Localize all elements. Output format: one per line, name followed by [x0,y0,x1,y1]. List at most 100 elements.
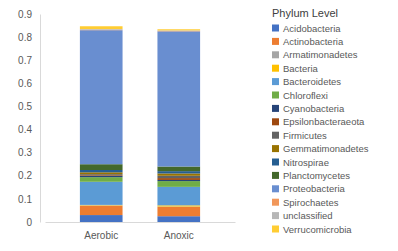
y-axis: 00.10.20.30.40.50.60.70.80.9 [18,9,40,228]
legend-label: Spirochaetes [283,197,339,208]
legend-label: Proteobacteria [283,183,346,194]
tick-label: Anoxic [164,230,194,241]
bar-segment [80,182,123,205]
series [80,205,200,207]
tick-label: 0.1 [18,194,32,205]
legend-swatch [272,159,279,166]
tick: 0.4 [18,124,40,135]
legend-swatch [272,38,279,45]
legend-item: Armatimonadetes [272,49,358,60]
tick: Aerobic [84,222,118,241]
legend-label: Armatimonadetes [283,49,358,60]
tick-label: 0 [26,217,32,228]
bar-segment [80,26,123,29]
legend-item: Chloroflexi [272,90,328,101]
tick-label: 0.4 [18,124,32,135]
legend-swatch [272,105,279,112]
legend-swatch [272,132,279,139]
legend: Phylum Level Acidobacteria Actinobacteria A… [272,7,369,235]
tick-label: 0.7 [18,55,32,66]
legend-item: Firmicutes [272,130,327,141]
bar-segment [157,178,200,180]
legend-label: Verrucomicrobia [283,224,352,235]
x-axis: Aerobic Anoxic [46,222,236,241]
legend-label: Chloroflexi [283,90,328,101]
legend-label: Nitrospirae [283,157,329,168]
bar-segment [80,170,123,172]
tick: 0.8 [18,32,40,43]
tick: 0.3 [18,147,40,158]
legend-swatch [272,199,279,206]
series [80,29,200,31]
bar-segment [80,206,123,215]
chart: 00.10.20.30.40.50.60.70.80.9AerobicAnoxi… [0,0,398,251]
legend-item: Verrucomicrobia [272,224,352,235]
legend-swatch [272,212,279,219]
series [80,30,200,32]
series [80,176,200,181]
bar-segment [157,216,200,222]
legend-item: Bacteroidetes [272,76,341,87]
bar-segment [80,177,123,182]
tick: 0.6 [18,78,40,89]
legend-label: Planctomycetes [283,170,350,181]
legend-swatch [272,78,279,85]
bar-segment [80,205,123,206]
bar-segment [80,29,123,30]
bar-segment [80,215,123,222]
legend-swatch [272,65,279,72]
legend-label: Firmicutes [283,130,327,141]
legend-label: Cyanobacteria [283,103,345,114]
legend-item: Acidobacteria [272,23,341,34]
bar-segment [157,180,200,181]
axis-line [40,15,41,223]
bar-segment [157,173,200,175]
legend-label: Bacteroidetes [283,76,341,87]
legend-swatch [272,172,279,179]
tick: 0.7 [18,55,40,66]
legend-label: Bacteria [283,63,319,74]
bars [80,26,200,222]
legend-item: unclassified [272,210,333,221]
legend-swatch [272,51,279,58]
bar-segment [157,171,200,173]
legend-label: Acidobacteria [283,23,341,34]
bar-segment [80,175,123,177]
bar-segment [157,181,200,187]
legend-swatch [272,118,279,125]
bar-segment [157,167,200,172]
bar-segment [80,164,123,170]
legend-title: Phylum Level [272,7,338,19]
tick-label: Aerobic [84,230,118,241]
legend-item: Actinobacteria [272,36,344,47]
bar-segment [80,174,123,175]
legend-swatch [272,25,279,32]
legend-item: Proteobacteria [272,183,346,194]
tick: 0.5 [18,101,40,112]
bar-segment [157,31,200,166]
legend-item: Spirochaetes [272,197,339,208]
legend-item: Nitrospirae [272,157,329,168]
legend-label: Actinobacteria [283,36,344,47]
series [80,26,200,30]
tick-label: 0.6 [18,78,32,89]
series [80,175,200,180]
bar-segment [157,30,200,31]
legend-swatch [272,145,279,152]
legend-item: Cyanobacteria [272,103,345,114]
legend-item: Gemmatimonadetes [272,143,369,154]
bar-segment [157,176,200,178]
legend-label: unclassified [283,210,333,221]
bar-segment [80,30,123,164]
legend-label: Gemmatimonadetes [283,143,369,154]
tick: 0.2 [18,170,40,181]
legend-swatch [272,92,279,99]
legend-swatch [272,185,279,192]
series [80,206,200,216]
axis-line [46,222,236,223]
legend-item: Bacteria [272,63,319,74]
series [80,182,200,206]
tick: 0 [26,217,40,228]
bar-segment [80,176,123,177]
tick: Anoxic [164,222,194,241]
